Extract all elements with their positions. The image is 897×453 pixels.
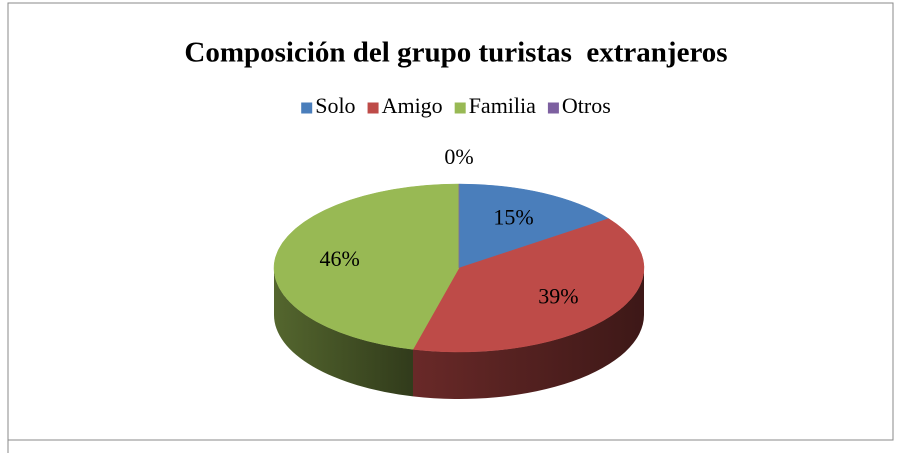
- legend-swatch: [454, 102, 466, 114]
- pie-slice: [458, 183, 610, 269]
- legend-label: Solo: [315, 93, 355, 118]
- legend: Solo Amigo Familia Otros: [301, 93, 611, 118]
- legend-label: Familia: [469, 93, 536, 118]
- data-label: 46%: [320, 246, 360, 271]
- data-label: 15%: [493, 204, 533, 229]
- legend-label: Amigo: [382, 93, 443, 118]
- pie-walls: [274, 268, 644, 400]
- legend-swatch: [547, 102, 559, 114]
- legend-swatch: [301, 102, 313, 114]
- legend-swatch: [367, 102, 379, 114]
- data-label: 0%: [444, 144, 473, 169]
- pie-tops: [273, 183, 645, 353]
- pie-slice: [412, 218, 645, 353]
- chart-frame: [7, 2, 894, 453]
- chart-title: Composición del grupo turistas extranjer…: [184, 37, 727, 69]
- pie-wall: [412, 268, 644, 400]
- pie-labels: 15% 39% 46% 0%: [320, 144, 579, 309]
- legend-label: Otros: [562, 93, 611, 118]
- pie-slice: [273, 183, 460, 350]
- data-label: 39%: [538, 284, 578, 309]
- pie-wall: [274, 268, 413, 397]
